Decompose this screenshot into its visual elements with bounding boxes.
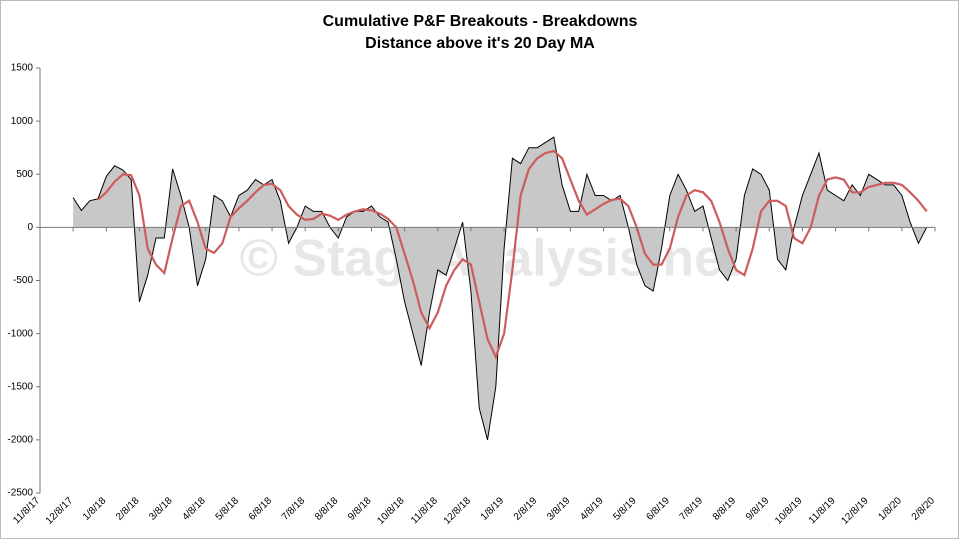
area-outline xyxy=(72,136,928,441)
y-tick-label: -2500 xyxy=(7,488,33,499)
y-tick-label: -1500 xyxy=(7,381,33,392)
y-tick-label: -1000 xyxy=(7,328,33,339)
chart-subtitle: Distance above it's 20 Day MA xyxy=(365,35,595,52)
y-tick-label: 1000 xyxy=(11,116,34,127)
y-tick-label: -2000 xyxy=(7,435,33,446)
chart-title: Cumulative P&F Breakouts - Breakdowns xyxy=(323,13,638,30)
y-tick-label: 500 xyxy=(16,169,33,180)
area xyxy=(73,137,927,440)
y-tick-label: -500 xyxy=(13,275,33,286)
ma-line xyxy=(97,149,928,360)
y-tick-label: 1500 xyxy=(11,63,34,74)
y-tick-label: 0 xyxy=(27,222,33,233)
